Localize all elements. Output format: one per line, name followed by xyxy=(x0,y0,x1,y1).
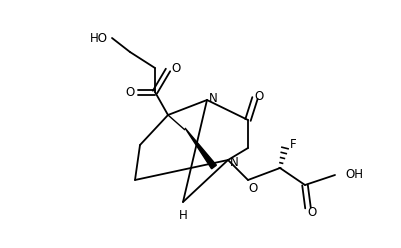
Polygon shape xyxy=(184,128,216,169)
Text: O: O xyxy=(248,182,257,194)
Text: OH: OH xyxy=(344,168,362,182)
Text: N: N xyxy=(208,92,217,104)
Text: O: O xyxy=(254,90,263,102)
Text: N: N xyxy=(229,155,238,168)
Text: HO: HO xyxy=(90,31,108,44)
Text: O: O xyxy=(307,207,316,219)
Text: H: H xyxy=(178,210,187,222)
Text: O: O xyxy=(125,86,134,98)
Polygon shape xyxy=(168,115,184,130)
Text: O: O xyxy=(171,62,180,74)
Text: F: F xyxy=(289,138,296,152)
